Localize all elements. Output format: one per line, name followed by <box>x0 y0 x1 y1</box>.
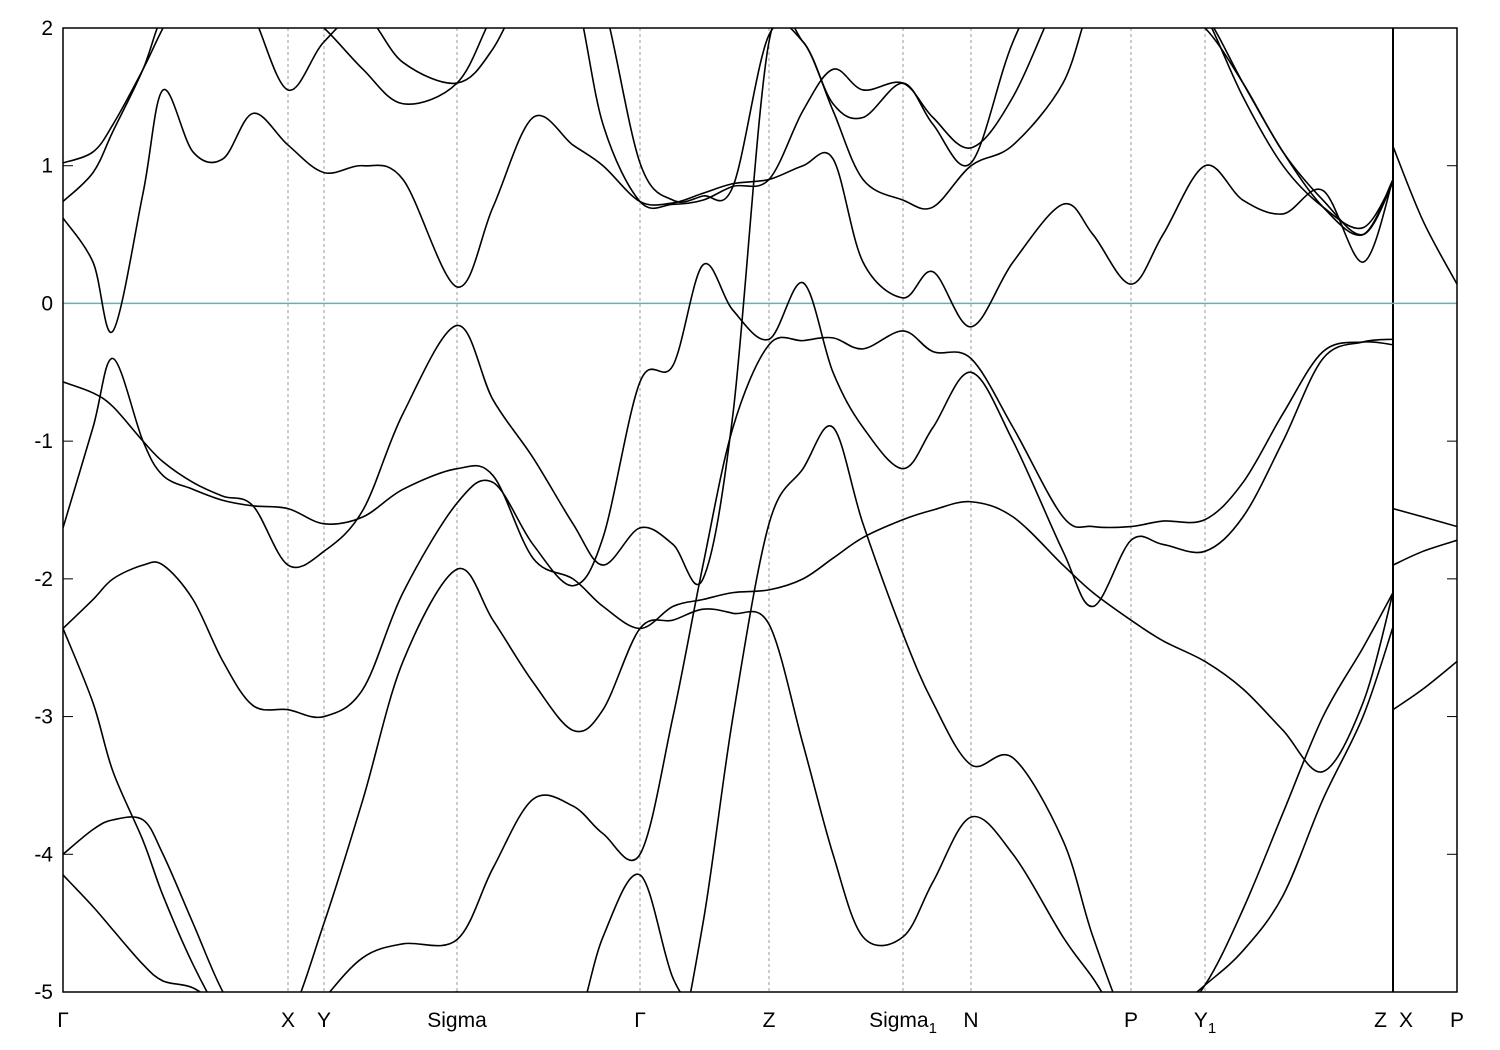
x-tick-text: Z <box>1374 1009 1387 1032</box>
band-line <box>63 567 1394 992</box>
x-tick-label: Sigma1 <box>869 1009 937 1037</box>
x-tick-label: Y <box>317 1009 331 1032</box>
y-tick-label: 2 <box>41 17 53 40</box>
x-tick-text: Sigma <box>427 1009 487 1032</box>
x-tick-text: Γ <box>57 1009 69 1032</box>
x-tick-text: Sigma <box>869 1009 929 1032</box>
x-tick-label: N <box>963 1009 978 1032</box>
x-tick-text: Y <box>317 1009 331 1032</box>
y-tick-label: -4 <box>34 843 53 866</box>
x-tick-text: X <box>1399 1009 1413 1032</box>
band-line <box>63 28 1394 230</box>
band-line <box>63 28 1394 586</box>
band-line <box>1392 507 1457 528</box>
x-tick-label: P <box>1124 1009 1138 1032</box>
band-line <box>1392 539 1457 566</box>
x-tick-label: Z <box>1374 1009 1387 1032</box>
band-line <box>689 425 1114 992</box>
plot-area <box>63 28 1457 992</box>
x-tick-label: Z <box>763 1009 776 1032</box>
plot-frame <box>62 27 1458 993</box>
x-tick-text: X <box>281 1009 295 1032</box>
y-tick-label: -1 <box>34 430 53 453</box>
x-tick-subscript: 1 <box>1208 1020 1216 1037</box>
y-tick-label: -3 <box>34 706 53 729</box>
band-line <box>1392 660 1457 711</box>
x-tick-text: P <box>1450 1009 1464 1032</box>
x-tick-label: X <box>281 1009 295 1032</box>
band-line <box>1392 146 1457 285</box>
x-tick-text: P <box>1124 1009 1138 1032</box>
x-tick-text: Z <box>763 1009 776 1032</box>
y-tick-label: -2 <box>34 568 53 591</box>
x-tick-label: P <box>1450 1009 1464 1032</box>
y-tick-label: -5 <box>34 981 53 1004</box>
band-line <box>63 28 1394 237</box>
x-tick-label: X <box>1399 1009 1413 1032</box>
grid-layer <box>63 27 1457 993</box>
x-tick-label: Γ <box>57 1009 69 1032</box>
x-tick-text: Y <box>1194 1009 1208 1032</box>
band-line <box>63 88 1394 334</box>
x-tick-label: Sigma <box>427 1009 487 1032</box>
x-tick-text: N <box>963 1009 978 1032</box>
x-tick-subscript: 1 <box>929 1020 937 1037</box>
x-tick-label: Γ <box>634 1009 646 1032</box>
band-line <box>63 262 1394 719</box>
y-tick-label: 1 <box>41 155 53 178</box>
x-tick-text: Γ <box>634 1009 646 1032</box>
band-line <box>63 357 1394 773</box>
y-tick-label: 0 <box>41 292 53 315</box>
band-line <box>63 592 1394 992</box>
band-line <box>63 330 1394 992</box>
x-tick-label: Y1 <box>1194 1009 1216 1037</box>
